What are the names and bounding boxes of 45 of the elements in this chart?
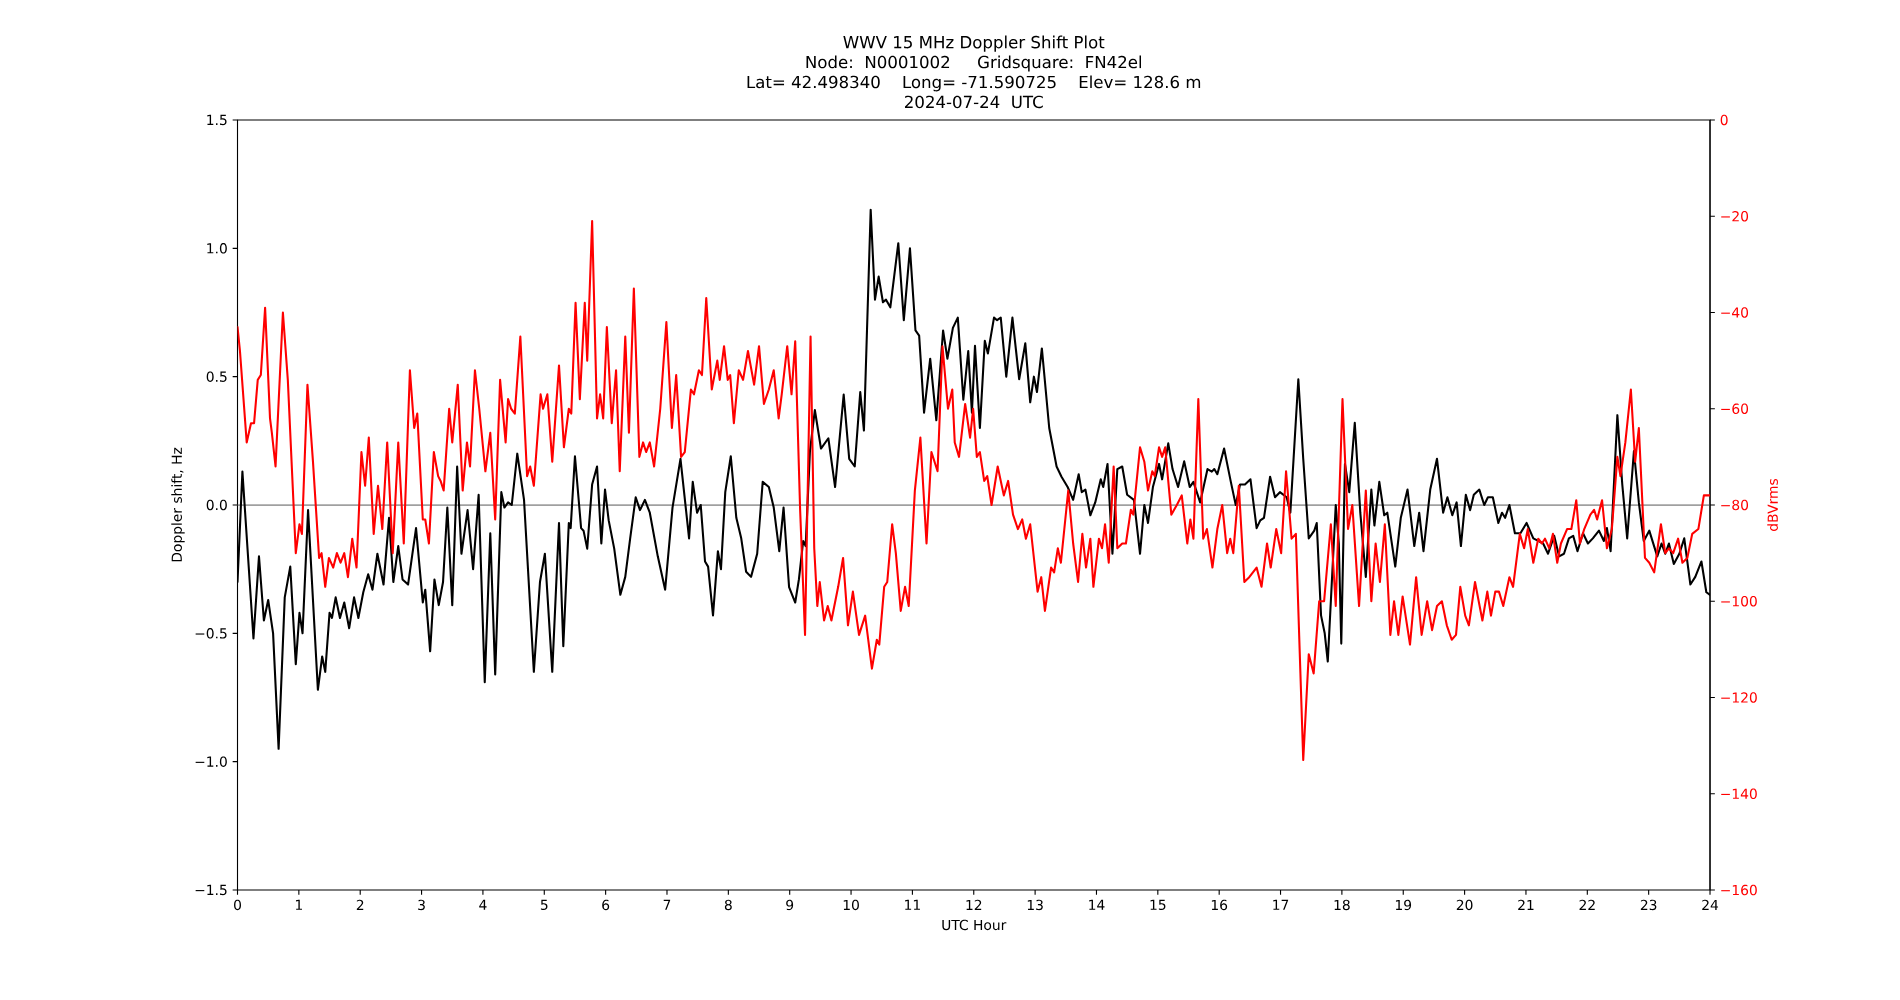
y2-tick-label: −140: [1721, 788, 1757, 799]
x-tick-label: 9: [786, 899, 794, 911]
x-axis-title: UTC Hour: [942, 919, 1007, 931]
x-tick-label: 15: [1150, 899, 1166, 911]
y-tick-label: 1.0: [207, 243, 227, 254]
x-tick-label: 18: [1334, 899, 1350, 911]
y-tick-label: 1.5: [207, 114, 227, 126]
y-tick-label: −0.5: [195, 628, 227, 639]
y2-tick-label: −40: [1721, 307, 1749, 318]
x-tick-label: 2: [356, 899, 364, 910]
x-tick-label: 12: [966, 899, 982, 910]
x-tick-label: 16: [1211, 899, 1228, 911]
y-tick-label: −1.5: [195, 884, 227, 896]
y-tick-label: 0.5: [206, 371, 227, 382]
x-tick-label: 0: [234, 899, 241, 911]
x-tick-label: 11: [905, 899, 920, 910]
y-axis-title: Doppler shift, Hz: [171, 447, 185, 562]
x-tick-label: 10: [843, 899, 859, 911]
y-tick-label: −1.0: [195, 756, 227, 767]
y2-tick-label: −80: [1721, 499, 1749, 511]
x-tick-label: 14: [1089, 899, 1105, 910]
x-tick-label: 3: [418, 899, 425, 911]
x-tick-label: 21: [1518, 899, 1534, 910]
x-tick-label: 7: [663, 899, 671, 910]
x-tick-label: 19: [1395, 899, 1412, 911]
x-tick-label: 13: [1027, 899, 1043, 911]
x-tick-label: 23: [1640, 899, 1657, 911]
y2-tick-label: −160: [1721, 884, 1757, 896]
x-tick-label: 6: [602, 899, 610, 911]
y2-tick-label: −100: [1721, 596, 1757, 607]
y2-axis-title: dBVrms: [1767, 478, 1778, 531]
y2-tick-label: −20: [1721, 210, 1749, 222]
x-tick-label: 5: [540, 899, 548, 911]
chart-title: WWV 15 MHz Doppler Shift Plot Node: N0001002 Gridsquare: FN42el Lat= 42.498340 Long= -71.590725 Elev= 128.6 m 2024-07-24 UTC: [747, 35, 1201, 109]
x-tick-label: 22: [1579, 899, 1595, 910]
x-tick-label: 8: [724, 899, 732, 911]
x-tick-label: 24: [1702, 899, 1719, 910]
y-tick-label: 0.0: [206, 499, 227, 511]
y2-tick-label: −60: [1721, 403, 1749, 414]
y2-tick-label: 0: [1720, 114, 1728, 126]
x-tick-label: 20: [1456, 899, 1473, 911]
y2-tick-label: −120: [1721, 692, 1757, 703]
x-tick-label: 17: [1273, 899, 1289, 910]
x-tick-label: 1: [295, 899, 302, 910]
x-tick-label: 4: [479, 899, 487, 910]
